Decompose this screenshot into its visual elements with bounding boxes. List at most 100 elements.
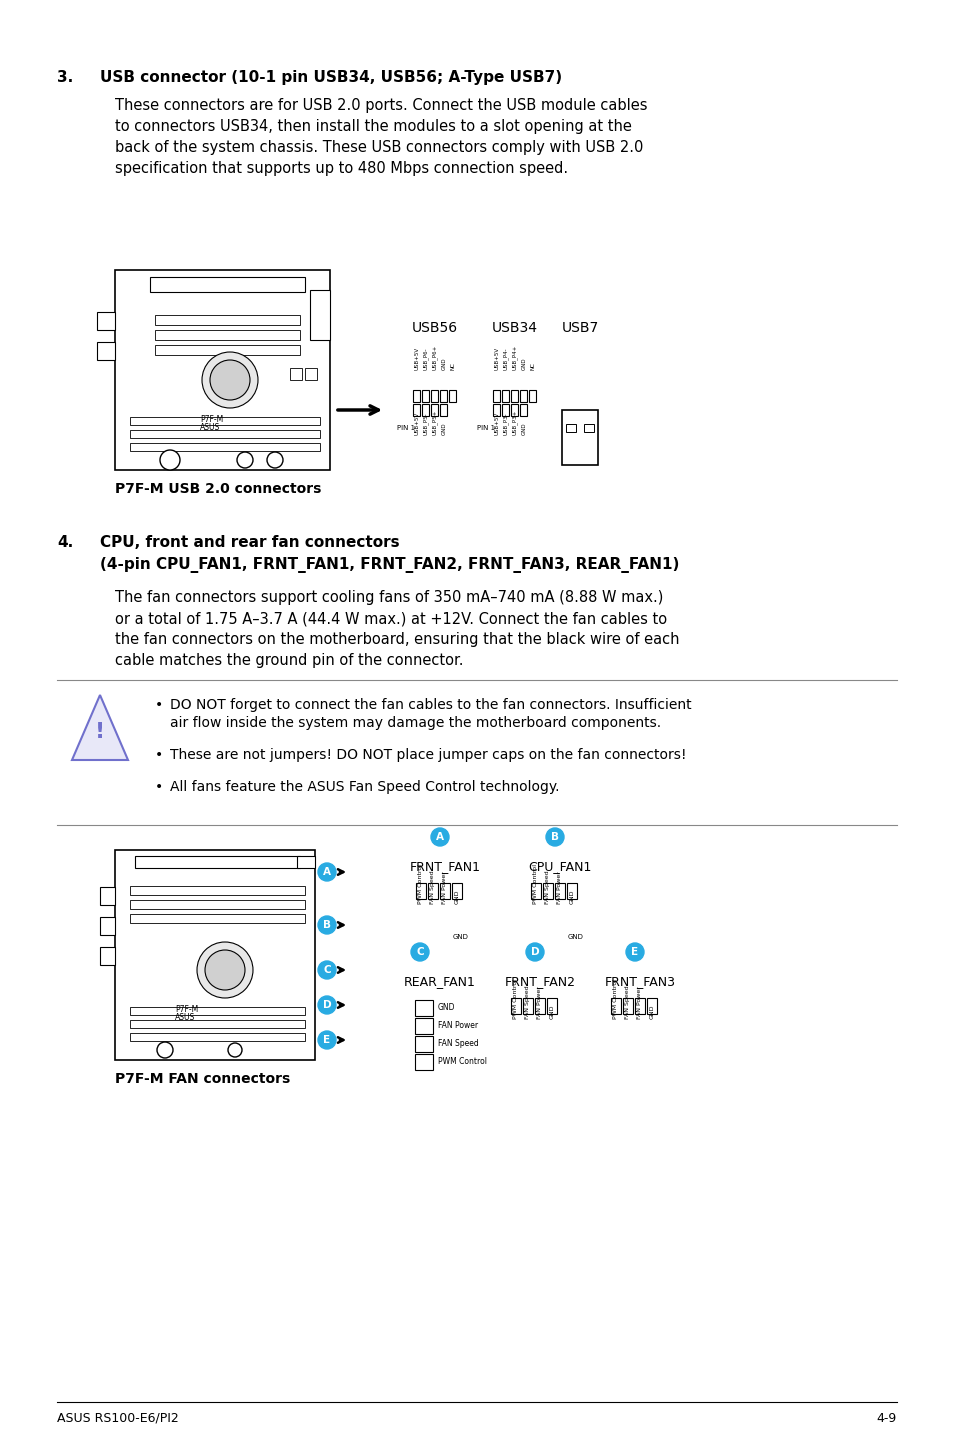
Text: PWM Control: PWM Control [533, 864, 537, 905]
Bar [542, 883, 553, 899]
Bar [565, 424, 576, 431]
Bar [415, 1054, 433, 1070]
Circle shape [157, 1043, 172, 1058]
Text: FAN Speed: FAN Speed [437, 1038, 478, 1047]
Circle shape [317, 997, 335, 1014]
Text: GND: GND [521, 423, 526, 436]
Bar [154, 345, 299, 355]
Bar [493, 404, 500, 416]
Text: C: C [416, 948, 423, 958]
Circle shape [545, 828, 563, 846]
Text: USB_P5+: USB_P5+ [432, 410, 437, 436]
Circle shape [625, 943, 643, 961]
Text: back of the system chassis. These USB connectors comply with USB 2.0: back of the system chassis. These USB co… [115, 139, 642, 155]
Text: PWM Control: PWM Control [513, 979, 518, 1020]
Circle shape [411, 943, 429, 961]
Text: PWM Control: PWM Control [613, 979, 618, 1020]
Text: D: D [530, 948, 538, 958]
Text: GND: GND [568, 935, 583, 940]
Bar [115, 270, 330, 470]
Text: FAN Power: FAN Power [537, 986, 542, 1020]
Bar [130, 915, 305, 923]
Text: USB+5V: USB+5V [494, 411, 499, 436]
Bar [622, 998, 633, 1014]
Circle shape [317, 916, 335, 935]
Text: GND: GND [453, 935, 469, 940]
Circle shape [317, 1031, 335, 1048]
Bar [561, 410, 598, 464]
Bar [130, 1007, 305, 1015]
Bar [566, 883, 577, 899]
Text: USB_P4-: USB_P4- [502, 348, 508, 370]
Bar [415, 999, 433, 1017]
Text: E: E [631, 948, 638, 958]
Text: to connectors USB34, then install the modules to a slot opening at the: to connectors USB34, then install the mo… [115, 119, 631, 134]
Bar [413, 404, 420, 416]
Text: (4-pin CPU_FAN1, FRNT_FAN1, FRNT_FAN2, FRNT_FAN3, REAR_FAN1): (4-pin CPU_FAN1, FRNT_FAN1, FRNT_FAN2, F… [100, 557, 679, 572]
Bar [135, 856, 299, 869]
Text: P7F-M USB 2.0 connectors: P7F-M USB 2.0 connectors [115, 482, 321, 496]
Text: PIN 1: PIN 1 [396, 426, 415, 431]
Bar [531, 883, 540, 899]
Text: FAN Speed: FAN Speed [430, 870, 435, 905]
Text: B: B [551, 833, 558, 843]
Bar [535, 998, 544, 1014]
Bar [529, 390, 536, 403]
Text: specification that supports up to 480 Mbps connection speed.: specification that supports up to 480 Mb… [115, 161, 568, 175]
Text: FAN Power: FAN Power [557, 871, 562, 905]
Text: FAN Speed: FAN Speed [525, 985, 530, 1020]
Bar [546, 998, 557, 1014]
Text: ASUS: ASUS [174, 1012, 195, 1022]
Text: FRNT_FAN3: FRNT_FAN3 [604, 975, 675, 988]
Bar [520, 404, 527, 416]
Bar [440, 390, 447, 403]
Bar [413, 390, 420, 403]
Text: FRNT_FAN2: FRNT_FAN2 [504, 975, 575, 988]
Bar [555, 883, 564, 899]
Bar [511, 390, 518, 403]
Text: the fan connectors on the motherboard, ensuring that the black wire of each: the fan connectors on the motherboard, e… [115, 631, 679, 647]
Bar [610, 998, 620, 1014]
Bar [422, 390, 429, 403]
Text: GND: GND [441, 358, 446, 370]
Text: USB_P6+: USB_P6+ [432, 345, 437, 370]
Bar [502, 390, 509, 403]
Text: !: ! [95, 722, 105, 742]
Bar [97, 312, 115, 329]
Circle shape [525, 943, 543, 961]
Bar [502, 404, 509, 416]
Text: USB_P3+: USB_P3+ [512, 410, 517, 436]
Text: FRNT_FAN1: FRNT_FAN1 [409, 860, 480, 873]
Bar [296, 856, 314, 869]
Bar [415, 1035, 433, 1053]
Text: DO NOT forget to connect the fan cables to the fan connectors. Insufficient: DO NOT forget to connect the fan cables … [170, 697, 691, 712]
Text: USB_P3-: USB_P3- [502, 413, 508, 436]
Bar [310, 290, 330, 339]
Text: GND: GND [569, 890, 574, 905]
Text: NC: NC [450, 362, 455, 370]
Text: ASUS: ASUS [200, 423, 220, 431]
Text: The fan connectors support cooling fans of 350 mA–740 mA (8.88 W max.): The fan connectors support cooling fans … [115, 590, 662, 605]
Text: GND: GND [549, 1005, 554, 1020]
Text: USB7: USB7 [560, 321, 598, 335]
Bar [449, 390, 456, 403]
Circle shape [160, 450, 180, 470]
Text: GND: GND [649, 1005, 654, 1020]
Text: USB+5V: USB+5V [414, 411, 419, 436]
Text: GND: GND [454, 890, 459, 905]
Text: 4-9: 4-9 [876, 1412, 896, 1425]
Text: REAR_FAN1: REAR_FAN1 [404, 975, 476, 988]
Bar [431, 390, 438, 403]
Text: GND: GND [437, 1002, 455, 1011]
Bar [511, 404, 518, 416]
Circle shape [196, 942, 253, 998]
Text: •: • [154, 748, 163, 762]
Text: •: • [154, 779, 163, 794]
Bar [115, 850, 314, 1060]
Text: PWM Control: PWM Control [437, 1057, 486, 1066]
Text: E: E [323, 1035, 331, 1045]
Text: GND: GND [441, 423, 446, 436]
Bar [452, 883, 461, 899]
Text: B: B [323, 920, 331, 930]
Bar [440, 404, 447, 416]
